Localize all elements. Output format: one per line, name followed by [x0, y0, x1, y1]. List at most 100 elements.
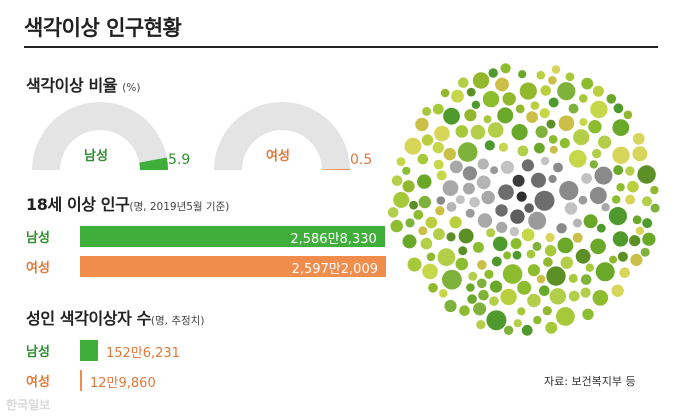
plate-dot [484, 140, 495, 151]
plate-dot [489, 296, 499, 306]
plate-dot [477, 158, 489, 170]
plate-dot [521, 324, 533, 336]
plate-dot [544, 245, 557, 257]
plate-dot [455, 195, 465, 205]
plate-dot [462, 166, 477, 181]
plate-dot [558, 115, 575, 131]
plate-dot [535, 125, 548, 138]
plate-dot [611, 284, 624, 297]
plate-dot [488, 68, 498, 78]
plate-dot [606, 94, 617, 104]
male-gauge-fill [139, 157, 168, 170]
plate-dot [619, 267, 630, 278]
plate-dot [580, 274, 592, 285]
population-male-category: 남성 [26, 231, 50, 246]
plate-dot [557, 82, 576, 101]
plate-dot [387, 207, 399, 218]
ratio-unit: (%) [122, 82, 141, 94]
plate-dot [632, 146, 648, 162]
plate-dot [422, 106, 432, 116]
plate-dot [598, 135, 612, 149]
plate-dot [510, 238, 522, 250]
plate-dot [477, 260, 487, 270]
plate-dot [443, 107, 460, 125]
plate-dot [578, 195, 588, 205]
plate-dot [458, 246, 468, 256]
plate-dot [435, 206, 445, 216]
plate-dot [556, 223, 567, 234]
female-gauge-fill [321, 168, 350, 170]
plate-dot [534, 190, 555, 211]
plate-dot [436, 170, 447, 181]
plate-dot [568, 290, 580, 302]
plate-dot [446, 232, 456, 242]
male-gauge-value: 5.9 [168, 152, 191, 168]
plate-dot [534, 142, 545, 154]
plate-dot [560, 256, 573, 269]
plate-dot [527, 264, 540, 277]
deficient-male-category: 남성 [26, 345, 50, 360]
plate-dot [521, 228, 535, 242]
plate-dot [511, 124, 528, 141]
plate-dot [545, 321, 558, 334]
plate-dot [568, 103, 579, 114]
plate-dot [612, 119, 630, 136]
population-male-row: 남성 2,586만8,330 [26, 225, 385, 247]
plate-dot [418, 226, 428, 236]
plate-dot [640, 247, 650, 257]
plate-dot [513, 319, 522, 328]
ratio-title: 색각이상 비율 [26, 76, 118, 95]
plate-dot [617, 251, 628, 262]
plate-dot [390, 219, 403, 233]
plate-dot [500, 160, 514, 174]
plate-dot [532, 241, 542, 251]
plate-dot [402, 166, 411, 175]
plate-dot [402, 180, 415, 193]
plate-dot [543, 257, 553, 267]
population-title: 18세 이상 인구 [26, 195, 130, 214]
deficient-title: 성인 색각이상자 수 [26, 309, 151, 328]
plate-dot [415, 117, 429, 132]
plate-dot [542, 306, 552, 316]
plate-dot [468, 271, 478, 281]
population-male-value: 2,586만8,330 [290, 232, 377, 247]
plate-dot [436, 196, 446, 205]
plate-dot [420, 237, 433, 250]
plate-dot [455, 257, 469, 271]
plate-dot [553, 162, 563, 173]
plate-dot [425, 216, 438, 229]
plate-dot [476, 320, 486, 330]
plate-dot [515, 104, 525, 114]
plate-dot [536, 70, 546, 80]
plate-dot [589, 187, 607, 204]
plate-dot [635, 226, 645, 235]
plate-dot [443, 147, 456, 161]
ratio-section-title: 색각이상 비율 (%) [26, 72, 140, 96]
plate-dot [559, 138, 570, 149]
plate-dot [498, 142, 508, 152]
deficient-male-row: 남성 152만6,231 [26, 339, 362, 361]
plate-dot [492, 236, 508, 252]
population-female-row: 여성 2,597만2,009 [26, 255, 386, 277]
plate-dot [616, 183, 625, 192]
plate-dot [458, 228, 474, 244]
plate-dot [592, 85, 604, 97]
plate-dot [517, 145, 529, 157]
deficient-male-bar [80, 340, 98, 361]
plate-dot [526, 111, 538, 123]
plate-dot [466, 283, 475, 292]
plate-dot [428, 283, 438, 293]
plate-dot [601, 203, 610, 212]
plate-dot [549, 145, 558, 154]
plate-dot [451, 89, 464, 103]
plate-dot [565, 72, 575, 82]
plate-dot [539, 108, 550, 119]
plate-dot [536, 274, 546, 284]
plate-dot [391, 175, 403, 186]
plate-dot [500, 63, 511, 74]
plate-dot [630, 253, 643, 266]
plate-dot [442, 180, 459, 196]
page-title: 색각이상 인구현황 [24, 16, 182, 40]
plate-dot [396, 157, 406, 167]
